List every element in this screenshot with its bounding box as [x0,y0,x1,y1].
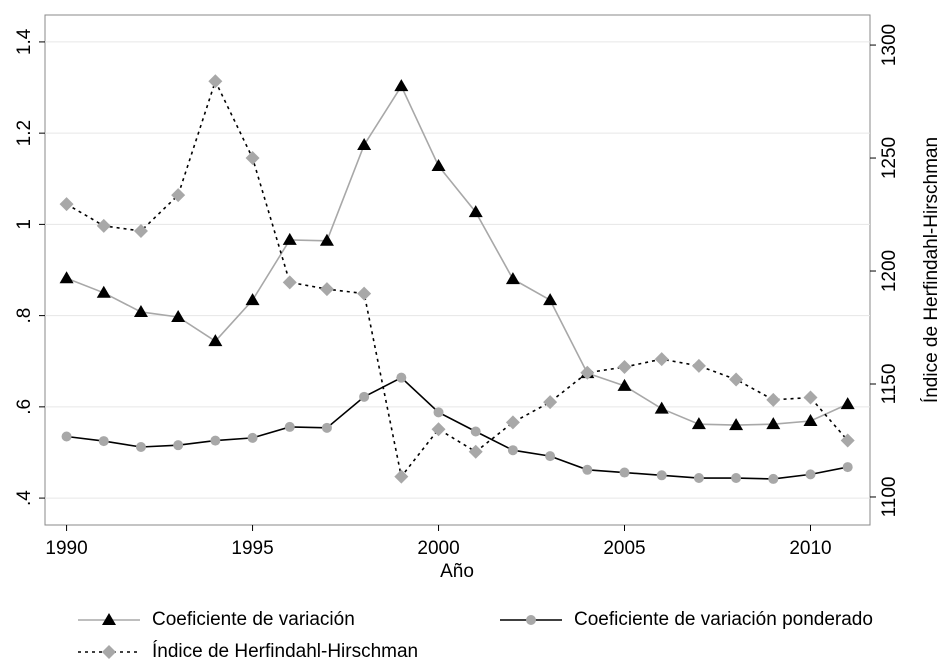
plot-area [44,14,871,526]
marker [133,304,148,317]
marker [133,224,148,239]
legend-marker [102,613,116,625]
marker [135,441,146,452]
marker [431,158,446,171]
x-tick-label: 1995 [231,538,273,559]
marker [98,436,109,447]
marker [654,401,669,414]
marker [803,413,818,426]
legend-marker [102,645,116,659]
y2-tick-label: 1100 [879,477,900,518]
marker [654,352,669,367]
marker [208,334,223,347]
marker [691,358,706,373]
marker [321,422,332,433]
marker [359,391,370,402]
marker [282,275,297,290]
marker [543,293,558,306]
marker [319,282,334,297]
y2-tick-label: 1150 [879,364,900,405]
marker [731,473,742,484]
y-tick-label: 1.2 [14,120,35,146]
y-tick-label: .8 [14,308,35,324]
marker [245,293,260,306]
marker [96,285,111,298]
marker [505,272,520,285]
marker [768,473,779,484]
marker [729,418,744,431]
y2-tick-label: 1200 [879,250,900,292]
marker [396,372,407,383]
marker [766,417,781,430]
marker [840,397,855,410]
marker [543,395,558,410]
y-tick-label: 1 [14,219,35,230]
marker [431,422,446,437]
marker [357,138,372,151]
marker [319,233,334,246]
y2-tick-label: 1300 [879,24,900,66]
marker [96,218,111,233]
marker [691,417,706,430]
marker [173,440,184,451]
legend-label: Índice de Herfindahl-Hirschman [152,641,418,662]
marker [357,286,372,301]
marker [171,188,186,203]
marker [468,444,483,459]
marker [470,426,481,437]
marker [805,469,816,480]
marker [729,372,744,387]
marker [766,392,781,407]
marker [582,464,593,475]
y2-axis-title: Índice de Herfindahl-Hirschman [921,137,942,403]
marker [61,431,72,442]
marker [617,378,632,391]
marker [505,415,520,430]
y-tick-label: .6 [14,399,35,415]
x-tick-label: 2010 [789,538,831,559]
marker [284,421,295,432]
marker [656,470,667,481]
marker [842,462,853,473]
marker [545,451,556,462]
marker [619,467,630,478]
marker [247,432,258,443]
legend-label: Coeficiente de variación [152,609,355,630]
marker [59,271,74,284]
marker [171,309,186,322]
marker [803,390,818,405]
marker [693,473,704,484]
x-axis-title: Año [440,561,474,582]
marker [210,435,221,446]
marker [433,407,444,418]
marker [617,360,632,375]
x-tick-label: 2005 [603,538,645,559]
marker [208,74,223,89]
x-tick-label: 2000 [417,538,459,559]
y-tick-label: .4 [14,490,35,506]
marker [394,79,409,92]
legend-marker [526,615,536,625]
marker [580,365,595,380]
series-line [66,376,848,480]
marker [394,469,409,484]
marker [468,205,483,218]
y-tick-label: 1.4 [14,28,35,55]
x-tick-label: 1990 [45,538,87,559]
marker [282,232,297,245]
series-line [66,84,849,426]
marker [507,445,518,456]
marker [59,197,74,212]
legend-label: Coeficiente de variación ponderado [574,609,873,630]
marker [245,151,260,166]
y2-tick-label: 1250 [879,137,900,179]
marker [840,433,855,448]
